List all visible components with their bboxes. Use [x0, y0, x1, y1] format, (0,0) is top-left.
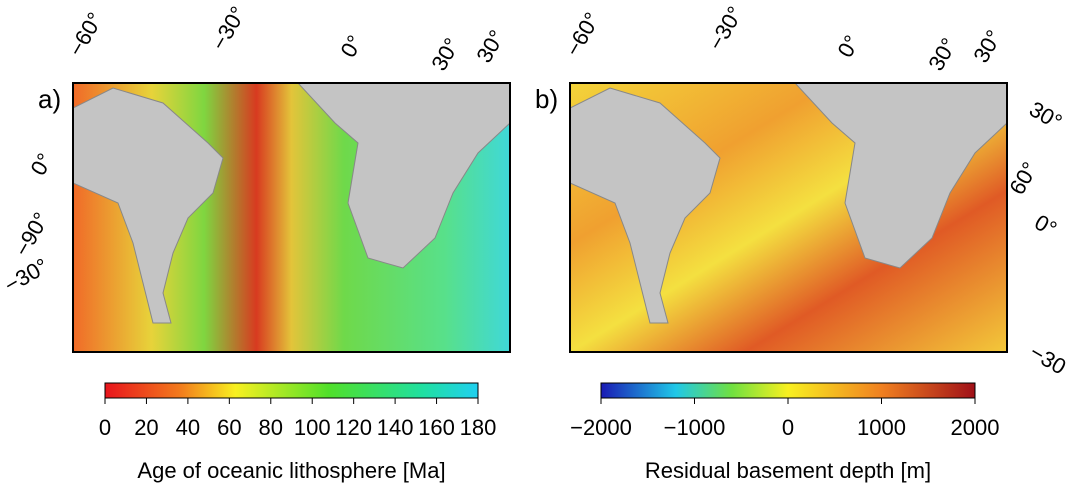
colorbar-tick-label: 120 — [335, 415, 372, 440]
colorbar-tick-label: −2000 — [570, 415, 632, 440]
map-a — [72, 82, 511, 353]
colorbar-tick-label: 140 — [377, 415, 414, 440]
latitude-label: 0° — [25, 149, 57, 180]
latitude-label: 30° — [1025, 96, 1066, 134]
longitude-label: −60° — [63, 8, 108, 60]
colorbar-tick-label: 180 — [460, 415, 497, 440]
colorbar-b — [600, 382, 976, 399]
colorbar-tick-label: 2000 — [951, 415, 1000, 440]
longitude-label: 30° — [426, 34, 464, 75]
colorbar-title: Age of oceanic lithosphere [Ma] — [137, 458, 445, 483]
latitude-label: −90° — [9, 208, 54, 260]
colorbar-tick-label: 0 — [99, 415, 111, 440]
longitude-label: 30° — [923, 34, 961, 75]
colorbar-a — [104, 382, 479, 399]
latitude-label: −30° — [1026, 339, 1067, 384]
latitude-label: 0° — [1030, 209, 1061, 241]
colorbar-tick-label: 1000 — [857, 415, 906, 440]
colorbar-title: Residual basement depth [m] — [645, 458, 931, 483]
longitude-label: 30° — [471, 26, 509, 67]
colorbar-tick-label: 160 — [418, 415, 455, 440]
longitude-label: 0° — [335, 31, 367, 62]
latitude-label: 60° — [1004, 158, 1042, 199]
colorbar-tick-label: −1000 — [664, 415, 726, 440]
longitude-label: 0° — [832, 31, 864, 62]
panel-label: a) — [38, 84, 61, 114]
latitude-label: −30° — [0, 253, 52, 298]
longitude-label: −60° — [560, 8, 605, 60]
colorbar-tick-label: 100 — [294, 415, 331, 440]
colorbar-tick-label: 60 — [217, 415, 241, 440]
colorbar-tick-label: 20 — [134, 415, 158, 440]
colorbar-tick-label: 40 — [176, 415, 200, 440]
colorbar-tick-label: 0 — [782, 415, 794, 440]
panel-label: b) — [535, 84, 558, 114]
colorbar-tick-label: 80 — [259, 415, 283, 440]
longitude-label: −30° — [206, 2, 251, 54]
longitude-label: −30° — [703, 2, 748, 54]
longitude-label: 30° — [968, 26, 1006, 67]
map-b — [569, 82, 1008, 353]
